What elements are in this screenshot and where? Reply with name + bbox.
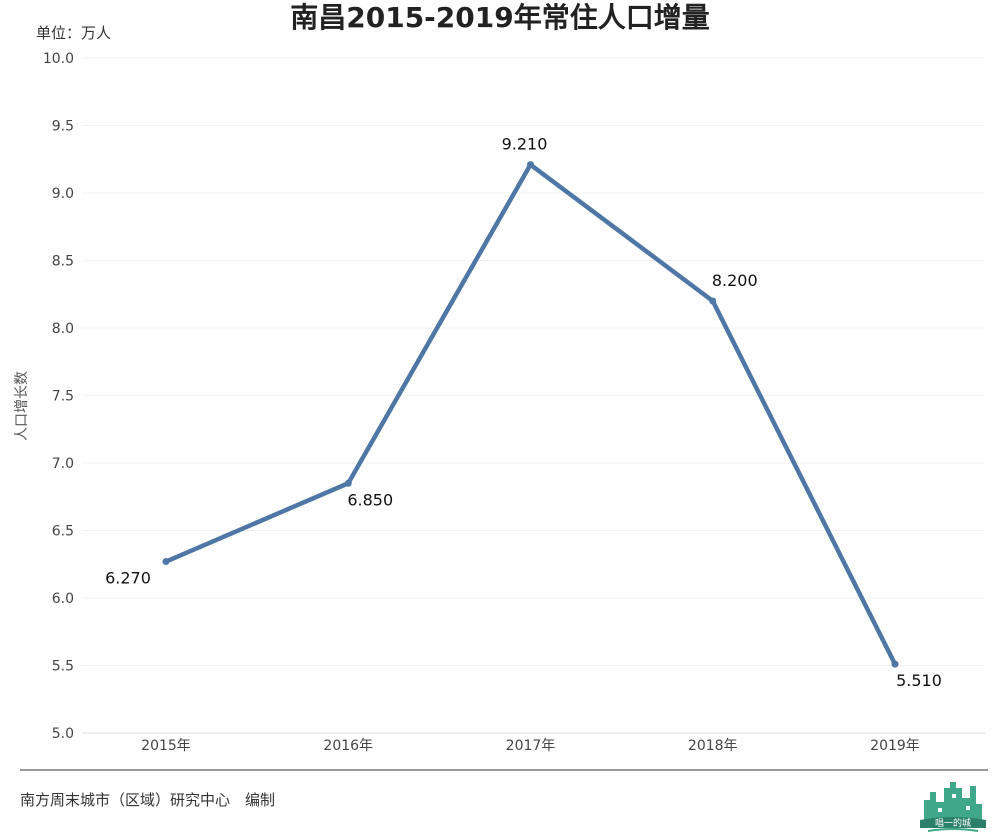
source-note: 南方周末城市（区域）研究中心 编制 xyxy=(20,791,276,809)
y-tick-label: 5.5 xyxy=(52,659,74,675)
grid-lines xyxy=(82,57,985,734)
y-tick-label: 7.5 xyxy=(52,389,74,405)
y-tick-label: 8.0 xyxy=(52,321,74,337)
data-point xyxy=(162,558,170,566)
data-point xyxy=(891,660,899,668)
series-line xyxy=(163,162,898,667)
data-point xyxy=(527,161,534,169)
data-labels: 6.270 6.850 9.210 8.200 5.510 xyxy=(105,135,942,691)
x-tick-label: 2019年 xyxy=(870,738,920,754)
data-label: 6.850 xyxy=(347,490,393,509)
y-tick-label: 10.0 xyxy=(43,51,74,67)
data-label: 6.270 xyxy=(105,569,151,588)
chart-title: 南昌2015-2019年常住人口增量 xyxy=(290,1,710,34)
unit-label: 单位：万人 xyxy=(36,24,112,42)
y-tick-label: 9.5 xyxy=(52,119,74,135)
x-tick-label: 2015年 xyxy=(141,738,191,754)
data-label: 5.510 xyxy=(896,671,942,690)
x-axis-ticks: 2015年 2016年 2017年 2018年 2019年 xyxy=(141,738,920,754)
y-tick-label: 9.0 xyxy=(52,186,74,202)
y-tick-label: 7.0 xyxy=(52,456,74,472)
x-tick-label: 2017年 xyxy=(506,738,556,754)
y-tick-label: 6.0 xyxy=(52,591,74,607)
y-axis-label: 人口增长数 xyxy=(14,371,30,441)
brand-logo: 唱一的城 xyxy=(920,782,986,832)
line-chart: 5.0 5.5 6.0 6.5 7.0 7.5 8.0 8.5 9.0 9.5 10.0 2015年… xyxy=(14,51,985,754)
data-label: 8.200 xyxy=(712,271,758,290)
footer-divider xyxy=(20,769,988,771)
data-point xyxy=(344,479,352,487)
x-tick-label: 2016年 xyxy=(323,738,373,754)
data-point xyxy=(709,297,717,305)
y-tick-label: 8.5 xyxy=(52,254,74,270)
y-axis-ticks: 5.0 5.5 6.0 6.5 7.0 7.5 8.0 8.5 9.0 9.5 10.0 xyxy=(43,51,74,742)
y-tick-label: 6.5 xyxy=(52,524,74,540)
data-label: 9.210 xyxy=(502,135,548,154)
series-line-group xyxy=(162,161,899,668)
y-tick-label: 5.0 xyxy=(52,726,74,742)
logo-text: 唱一的城 xyxy=(935,817,971,829)
x-tick-label: 2018年 xyxy=(688,738,738,754)
